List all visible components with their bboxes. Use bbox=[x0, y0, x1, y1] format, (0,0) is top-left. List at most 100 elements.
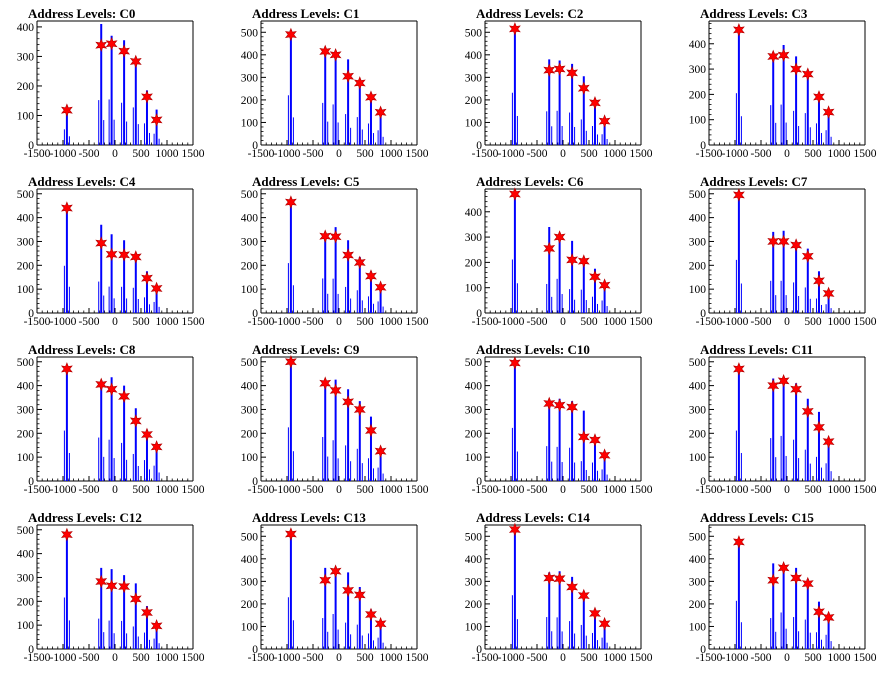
x-tick-label: -500 bbox=[78, 148, 99, 160]
level-marker bbox=[589, 269, 601, 284]
y-tick-label: 0 bbox=[28, 476, 34, 488]
x-tick-label: 0 bbox=[112, 484, 118, 496]
level-marker bbox=[767, 573, 780, 588]
y-tick-label: 200 bbox=[241, 599, 259, 611]
level-marker bbox=[790, 571, 803, 585]
x-tick-label: -500 bbox=[750, 316, 771, 328]
level-marker bbox=[767, 234, 780, 249]
level-marker bbox=[105, 578, 118, 593]
y-tick-label: 0 bbox=[476, 308, 482, 320]
x-tick-label: 1500 bbox=[854, 484, 877, 496]
y-tick-label: 200 bbox=[465, 599, 483, 611]
level-marker bbox=[767, 49, 780, 64]
level-marker bbox=[118, 44, 131, 58]
level-marker bbox=[732, 23, 745, 37]
x-tick-label: -1500 bbox=[696, 652, 723, 664]
level-marker bbox=[822, 286, 835, 301]
level-marker bbox=[598, 278, 611, 292]
y-tick-label: 400 bbox=[241, 554, 259, 566]
level-marker bbox=[577, 81, 590, 96]
y-tick-label: 0 bbox=[252, 644, 258, 656]
y-tick-label: 200 bbox=[241, 428, 259, 440]
level-marker bbox=[508, 22, 521, 36]
x-tick-label: 1000 bbox=[156, 484, 179, 496]
level-marker bbox=[801, 404, 814, 419]
x-tick-label: 1000 bbox=[156, 148, 179, 160]
y-tick-label: 200 bbox=[465, 257, 483, 269]
level-marker bbox=[105, 247, 118, 262]
y-tick-label: 300 bbox=[241, 72, 259, 84]
x-tick-label: 500 bbox=[804, 484, 822, 496]
y-tick-label: 500 bbox=[241, 531, 259, 543]
y-tick-label: 0 bbox=[252, 140, 258, 152]
y-tick-label: 200 bbox=[241, 95, 259, 107]
level-marker bbox=[365, 607, 377, 622]
x-tick-label: 1500 bbox=[630, 316, 653, 328]
x-tick-label: -1500 bbox=[24, 148, 51, 160]
x-tick-label: -500 bbox=[526, 484, 547, 496]
x-tick-label: -1500 bbox=[472, 148, 499, 160]
level-marker bbox=[732, 362, 745, 376]
level-marker bbox=[365, 90, 377, 105]
subplot-title: Address Levels: C14 bbox=[476, 510, 590, 525]
y-tick-label: 100 bbox=[241, 452, 259, 464]
x-tick-label: 1500 bbox=[630, 484, 653, 496]
x-tick-label: 500 bbox=[132, 652, 150, 664]
x-tick-label: -500 bbox=[526, 652, 547, 664]
x-tick-label: 1500 bbox=[406, 484, 429, 496]
level-marker bbox=[543, 571, 556, 585]
x-tick-label: 1000 bbox=[828, 484, 851, 496]
level-marker bbox=[374, 616, 387, 631]
level-marker bbox=[589, 606, 601, 621]
level-marker bbox=[566, 580, 579, 594]
y-tick-label: 400 bbox=[17, 549, 35, 561]
x-tick-label: -1000 bbox=[722, 484, 749, 496]
level-marker bbox=[790, 238, 803, 252]
x-tick-label: 0 bbox=[112, 148, 118, 160]
level-marker bbox=[577, 430, 590, 444]
y-tick-label: 400 bbox=[465, 381, 483, 393]
y-tick-label: 300 bbox=[465, 576, 483, 588]
subplot-title: Address Levels: C13 bbox=[252, 510, 366, 525]
level-marker bbox=[598, 448, 611, 463]
subplot-title: Address Levels: C6 bbox=[476, 174, 584, 189]
subplot-title: Address Levels: C7 bbox=[700, 174, 808, 189]
y-tick-label: 500 bbox=[689, 531, 707, 543]
level-marker bbox=[329, 47, 342, 62]
level-marker bbox=[813, 90, 825, 104]
y-tick-label: 300 bbox=[241, 236, 259, 248]
y-tick-label: 200 bbox=[17, 596, 35, 608]
level-marker bbox=[566, 400, 579, 414]
level-marker bbox=[598, 114, 611, 128]
x-tick-label: 1500 bbox=[182, 316, 205, 328]
y-tick-label: 100 bbox=[17, 620, 35, 632]
level-marker bbox=[813, 604, 825, 619]
level-marker bbox=[329, 564, 342, 579]
subplot-14: Address Levels: C14 0 100 200 300 400 500 -1500… bbox=[465, 510, 653, 664]
level-marker bbox=[553, 230, 566, 244]
subplot-11: Address Levels: C11 0 100 200 300 400 500 -1500… bbox=[689, 342, 877, 496]
x-tick-label: 500 bbox=[804, 148, 822, 160]
level-marker bbox=[284, 195, 297, 209]
level-marker bbox=[790, 382, 803, 397]
y-tick-label: 0 bbox=[476, 644, 482, 656]
subplot-title: Address Levels: C5 bbox=[252, 174, 360, 189]
x-tick-label: 500 bbox=[356, 652, 374, 664]
x-tick-label: 500 bbox=[356, 148, 374, 160]
y-tick-label: 500 bbox=[465, 531, 483, 543]
y-tick-label: 200 bbox=[689, 89, 707, 101]
subplot-title: Address Levels: C2 bbox=[476, 6, 583, 21]
x-tick-label: -1000 bbox=[274, 652, 301, 664]
level-marker bbox=[118, 247, 131, 262]
y-tick-label: 0 bbox=[700, 308, 706, 320]
y-tick-label: 500 bbox=[17, 189, 35, 201]
x-tick-label: -1000 bbox=[274, 484, 301, 496]
level-marker bbox=[284, 354, 297, 369]
x-tick-label: -1500 bbox=[248, 484, 275, 496]
y-tick-label: 300 bbox=[17, 404, 35, 416]
level-marker bbox=[284, 527, 297, 541]
level-marker bbox=[508, 356, 521, 370]
x-tick-label: 1000 bbox=[156, 316, 179, 328]
level-marker bbox=[365, 269, 377, 283]
y-tick-label: 100 bbox=[241, 621, 259, 633]
